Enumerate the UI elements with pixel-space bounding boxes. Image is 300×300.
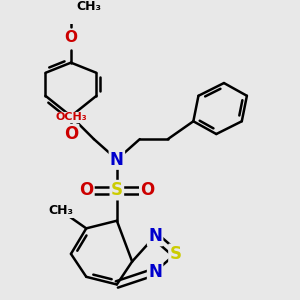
Text: CH₃: CH₃: [76, 0, 101, 13]
Text: OCH₃: OCH₃: [55, 112, 87, 122]
Text: N: N: [110, 151, 124, 169]
Text: S: S: [169, 245, 181, 263]
Text: O: O: [140, 181, 154, 199]
Text: N: N: [148, 263, 162, 281]
Text: CH₃: CH₃: [48, 204, 73, 217]
Text: S: S: [111, 181, 123, 199]
Text: O: O: [64, 125, 78, 143]
Text: O: O: [64, 30, 77, 45]
Text: O: O: [79, 181, 93, 199]
Text: N: N: [148, 227, 162, 245]
